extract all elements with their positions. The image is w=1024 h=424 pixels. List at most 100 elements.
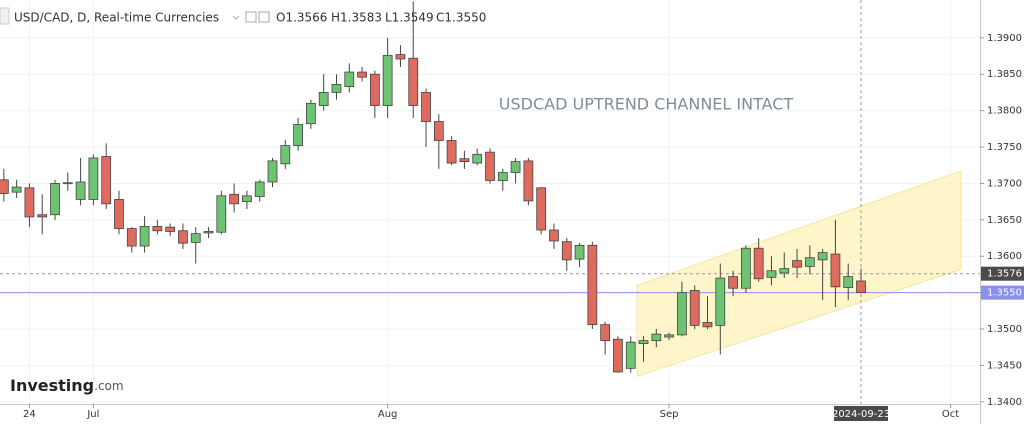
candle-body	[37, 214, 48, 218]
last-price-label: 1.3550	[987, 288, 1022, 299]
plot-area	[0, 0, 980, 404]
candle-body	[856, 280, 866, 294]
candle-body	[306, 102, 316, 125]
candle-body	[472, 153, 483, 164]
y-tick-label: 1.3800	[987, 106, 1022, 117]
candle-body	[804, 257, 815, 267]
candle-body	[75, 181, 86, 200]
candle-body	[152, 225, 163, 232]
candle-body	[766, 270, 777, 278]
candle-body	[293, 124, 303, 146]
candle-body	[331, 84, 342, 93]
ohlc-low: L1.3549	[385, 11, 434, 25]
annotation: USDCAD UPTREND CHANNEL INTACT	[499, 95, 794, 114]
candle-body	[817, 252, 828, 261]
y-tick-label: 1.3600	[987, 251, 1022, 262]
x-tick-label: Oct	[942, 409, 959, 420]
y-tick-label: 1.3400	[987, 397, 1022, 408]
candle-body	[549, 229, 559, 242]
y-tick-label: 1.3650	[987, 215, 1022, 226]
candle-body	[715, 277, 726, 326]
logo: Investing.com	[10, 376, 124, 395]
candle-body	[280, 145, 291, 165]
candle-body	[216, 195, 227, 233]
crosshair-date-badge	[834, 406, 889, 421]
candle-body	[625, 341, 636, 369]
candle-body	[229, 193, 240, 205]
x-tick-label: 24	[23, 409, 36, 420]
candle-body	[740, 247, 751, 289]
candle-body	[267, 160, 278, 183]
candle-body	[242, 195, 252, 203]
candle-body	[561, 241, 572, 261]
candle-body	[702, 322, 713, 328]
crosshair-date-label: 2024-09-23	[832, 409, 890, 420]
candle-body	[369, 73, 380, 106]
candle-body	[254, 181, 265, 197]
candle-body	[587, 244, 598, 326]
candle-body	[344, 71, 355, 88]
candle-body	[600, 324, 611, 342]
y-tick-label: 1.3900	[987, 33, 1022, 44]
candle-body	[101, 156, 112, 205]
candle-body	[753, 247, 764, 280]
candle-body	[50, 183, 60, 216]
candle-body	[126, 228, 137, 247]
candle-body	[24, 187, 35, 218]
last-price-badge	[981, 285, 1024, 300]
y-tick-label: 1.3450	[987, 360, 1022, 371]
candle-body	[689, 290, 700, 326]
candle-body	[459, 158, 470, 163]
candle-body	[357, 71, 367, 78]
candle-body	[190, 233, 201, 243]
candle-body	[62, 182, 73, 185]
candle-body	[792, 260, 802, 268]
ohlc-close: C1.3550	[436, 11, 486, 25]
dropdown-icon[interactable]	[232, 15, 240, 20]
candle-body	[497, 172, 508, 181]
collapse-button[interactable]	[0, 7, 10, 25]
logo-suffix: .com	[94, 379, 123, 393]
candle-body	[318, 92, 329, 106]
crosshair-price-badge	[981, 266, 1024, 281]
candle-body	[433, 121, 444, 141]
y-tick-label: 1.3500	[987, 324, 1022, 335]
y-tick-label: 1.3850	[987, 69, 1022, 80]
candle-body	[523, 160, 534, 202]
candle-body	[664, 334, 674, 338]
candle-body	[395, 54, 406, 60]
logo-brand: Investing	[10, 376, 94, 395]
candle-body	[677, 292, 687, 336]
icon-button[interactable]	[245, 11, 257, 23]
candle-body	[88, 157, 99, 200]
candle-body	[114, 199, 124, 229]
candle-body	[651, 333, 662, 342]
x-tick-label: Sep	[660, 409, 679, 420]
candle-body	[408, 57, 419, 106]
candle-body	[574, 244, 585, 260]
x-tick-label: Aug	[378, 409, 398, 420]
chart-title: USD/CAD, D, Real-time Currencies	[14, 11, 219, 25]
candle-body	[843, 276, 854, 288]
candle-body	[382, 54, 393, 106]
candle-body	[446, 140, 457, 164]
candle-body	[728, 276, 738, 289]
y-tick-label: 1.3700	[987, 178, 1022, 189]
candle-body	[203, 231, 214, 234]
candle-body	[485, 151, 495, 181]
candle-body	[638, 340, 649, 344]
ohlc-open: O1.3566	[276, 11, 327, 25]
crosshair-price-label: 1.3576	[987, 269, 1022, 280]
candle-body	[165, 226, 176, 232]
y-tick-label: 1.3750	[987, 142, 1022, 153]
candle-body	[421, 92, 431, 122]
ohlc-high: H1.3583	[331, 11, 382, 25]
candle-body	[178, 230, 188, 244]
candle-body	[510, 161, 521, 173]
candle-body	[139, 225, 150, 247]
icon-button[interactable]	[258, 11, 270, 23]
x-tick-label: Jul	[86, 409, 99, 420]
header: USD/CAD, D, Real-time Currencies O1.3566…	[0, 7, 486, 25]
candle-body	[830, 253, 841, 288]
